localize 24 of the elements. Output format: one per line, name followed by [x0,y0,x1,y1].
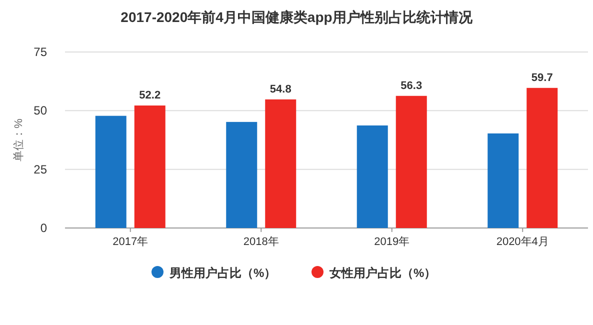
legend-label: 男性用户占比（%） [168,266,276,280]
bar [134,106,166,228]
bar [356,125,388,228]
bar [226,122,258,228]
data-label: 54.8 [270,83,292,96]
data-label: 52.2 [139,90,161,102]
bar [488,133,519,228]
y-tick-label: 50 [34,104,48,118]
x-tick-label: 2019年 [374,236,410,248]
bar [526,88,558,228]
x-tick-label: 2017年 [112,236,148,248]
y-tick-label: 75 [34,45,48,59]
y-tick-label: 0 [40,221,48,235]
legend-label: 女性用户占比（%） [328,266,436,280]
chart-title: 2017-2020年前4月中国健康类app用户性别占比统计情况 [120,9,474,25]
bar [95,116,126,228]
data-label: 56.3 [400,80,422,92]
x-tick-label: 2018年 [243,236,279,248]
bar [396,96,427,228]
y-tick-label: 25 [34,162,48,176]
x-tick-label: 2020年4月 [496,236,549,248]
data-label: 59.7 [531,72,553,84]
bar [265,99,296,228]
y-axis-title: 单位：% [12,118,25,162]
